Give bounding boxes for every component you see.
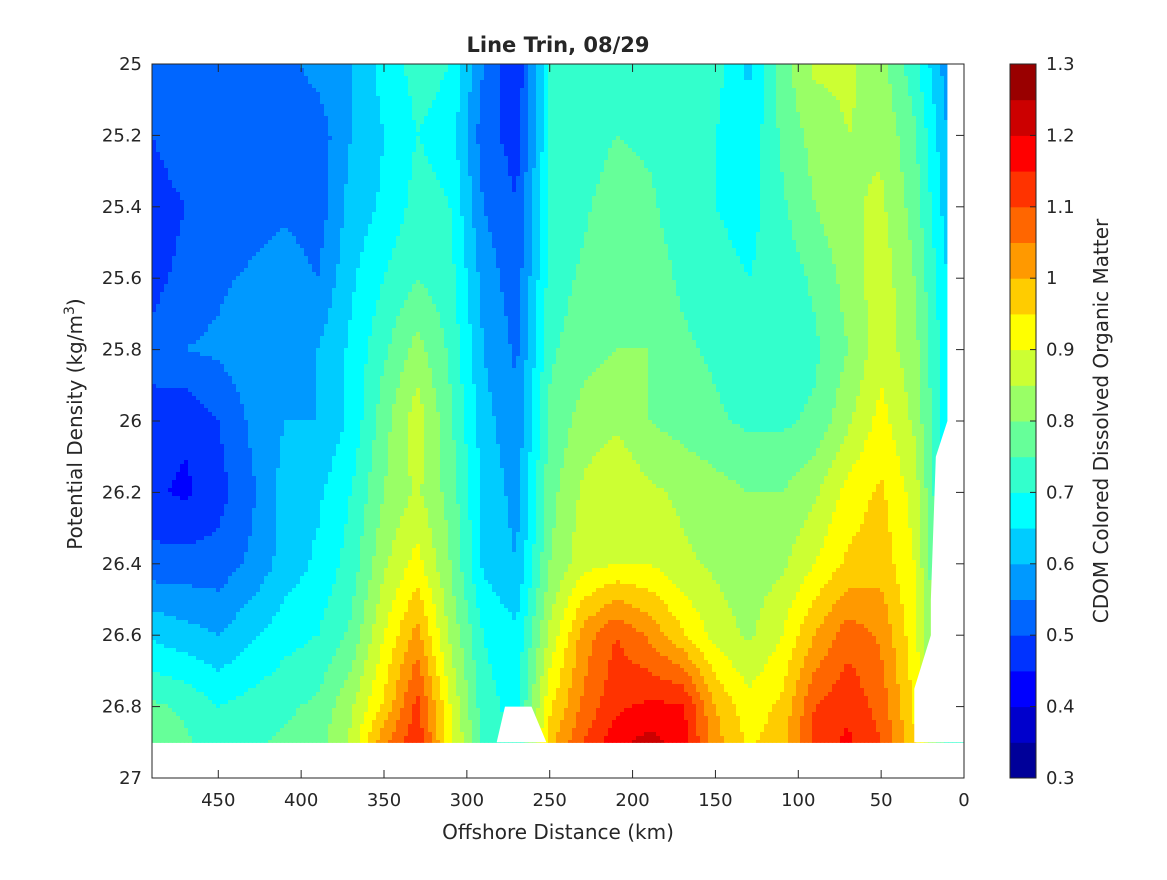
colorbar-segment — [1010, 635, 1036, 671]
colorbar-tick-label: 0.8 — [1046, 411, 1075, 432]
y-tick-label: 25.6 — [102, 268, 142, 289]
colorbar-segment — [1010, 243, 1036, 279]
colorbar-segment — [1010, 314, 1036, 350]
y-axis-label-main: Potential Density (kg/m — [63, 315, 87, 550]
colorbar-tick-label: 0.6 — [1046, 554, 1075, 575]
colorbar-segment — [1010, 742, 1036, 778]
colorbar-tick-label: 0.9 — [1046, 340, 1075, 361]
contour-fill — [152, 64, 965, 743]
x-tick-label: 0 — [958, 790, 969, 811]
colorbar-segment — [1010, 457, 1036, 493]
y-axis-label: Potential Density (kg/m3) — [62, 298, 87, 549]
colorbar-segment — [1010, 528, 1036, 564]
y-tick-label: 25.8 — [102, 340, 142, 361]
colorbar-segment — [1010, 135, 1036, 171]
x-tick-label: 50 — [870, 790, 893, 811]
y-tick-label: 26.8 — [102, 697, 142, 718]
x-tick-label: 100 — [781, 790, 815, 811]
colorbar-tick-label: 1.2 — [1046, 125, 1075, 146]
colorbar-segment — [1010, 64, 1036, 100]
colorbar-segment — [1010, 707, 1036, 743]
colorbar-label: CDOM Colored Dissolved Organic Matter — [1089, 218, 1113, 623]
x-tick-label: 350 — [367, 790, 401, 811]
y-tick-label: 26.6 — [102, 625, 142, 646]
x-tick-label: 200 — [615, 790, 649, 811]
colorbar-tick-label: 0.3 — [1046, 768, 1075, 789]
y-tick-label: 26.4 — [102, 554, 142, 575]
x-tick-label: 150 — [698, 790, 732, 811]
colorbar: 0.3 0.4 0.5 0.6 0.7 0.8 0.9 1 1.1 1.2 1.3 — [1010, 54, 1075, 789]
colorbar-tick-label: 0.4 — [1046, 697, 1075, 718]
colorbar-segment — [1010, 671, 1036, 707]
colorbar-segment — [1010, 171, 1036, 207]
y-tick-label: 25 — [119, 54, 142, 75]
chart-title: Line Trin, 08/29 — [466, 33, 649, 57]
x-tick-label: 300 — [450, 790, 484, 811]
colorbar-segment — [1010, 492, 1036, 528]
colorbar-tick-label: 0.5 — [1046, 625, 1075, 646]
colorbar-segment — [1010, 278, 1036, 314]
y-tick-label: 25.4 — [102, 197, 142, 218]
colorbar-segment — [1010, 421, 1036, 457]
y-axis-label-sup: 3 — [62, 306, 78, 315]
colorbar-segment — [1010, 100, 1036, 136]
y-axis-label-end: ) — [63, 298, 87, 306]
y-tick-label: 25.2 — [102, 125, 142, 146]
x-axis-label: Offshore Distance (km) — [442, 820, 674, 844]
x-tick-label: 450 — [201, 790, 235, 811]
colorbar-segment — [1010, 350, 1036, 386]
colorbar-tick-label: 1 — [1046, 268, 1057, 289]
y-tick-label: 26.2 — [102, 482, 142, 503]
x-tick-label: 250 — [533, 790, 567, 811]
colorbar-segment — [1010, 600, 1036, 636]
y-tick-label: 26 — [119, 411, 142, 432]
colorbar-segment — [1010, 564, 1036, 600]
colorbar-segment — [1010, 207, 1036, 243]
colorbar-tick-label: 1.3 — [1046, 54, 1075, 75]
colorbar-segment — [1010, 385, 1036, 421]
x-tick-label: 400 — [284, 790, 318, 811]
colorbar-tick-label: 1.1 — [1046, 197, 1075, 218]
y-tick-label: 27 — [119, 768, 142, 789]
colorbar-tick-label: 0.7 — [1046, 482, 1075, 503]
